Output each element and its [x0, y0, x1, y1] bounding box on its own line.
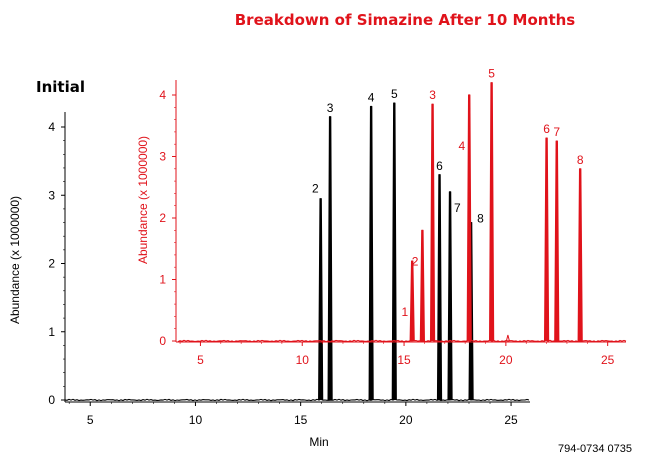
aged-peak-label: 3 — [429, 88, 436, 102]
aged-peak-1 — [409, 260, 415, 342]
aged-peak-label: 1 — [402, 305, 409, 319]
aged-minor-bump — [505, 334, 510, 342]
initial-peak-5 — [391, 102, 397, 401]
initial-y-axis-label: Abundance (x 1000000) — [8, 196, 22, 324]
footnote: 794-0734 0735 — [558, 443, 632, 452]
initial-peak-label: 3 — [327, 101, 334, 115]
aged-y-tick-label: 4 — [159, 88, 166, 102]
aged-x-tick-label: 20 — [499, 353, 513, 367]
initial-y-tick-label: 0 — [48, 393, 55, 407]
initial-y-tick-label: 4 — [48, 120, 55, 134]
initial-peak-4 — [368, 105, 374, 401]
initial-peak-label: 8 — [477, 212, 484, 226]
aged-y-tick-label: 1 — [159, 273, 166, 287]
initial-peak-label: 5 — [391, 87, 398, 101]
initial-peak-2 — [318, 198, 324, 401]
aged-peak-5 — [489, 82, 495, 342]
aged-peak-8 — [577, 168, 583, 342]
aged-peak-4 — [466, 94, 472, 342]
initial-x-tick-label: 20 — [399, 413, 413, 427]
aged-peak-3 — [429, 103, 436, 342]
aged-peak-7 — [554, 140, 560, 342]
aged-peak-label: 8 — [577, 153, 584, 167]
aged-peak-label: 6 — [543, 122, 550, 136]
aged-x-tick-label: 15 — [397, 353, 411, 367]
initial-x-tick-label: 15 — [294, 413, 308, 427]
initial-peak-label: 6 — [436, 159, 443, 173]
initial-peak-6 — [436, 174, 443, 401]
aged-y-tick-label: 0 — [159, 334, 166, 348]
aged-y-tick-label: 3 — [159, 150, 166, 164]
initial-baseline — [64, 398, 530, 402]
initial-peak-7 — [447, 191, 453, 401]
aged-y-axis-label: Abundance (x 1000000) — [136, 136, 150, 264]
initial-x-tick-label: 5 — [87, 413, 94, 427]
initial-label: Initial — [36, 78, 85, 96]
aged-baseline — [177, 339, 627, 343]
chart-title: Breakdown of Simazine After 10 Months — [235, 11, 576, 29]
aged-x-tick-label: 10 — [296, 353, 310, 367]
aged-y-tick-label: 2 — [159, 211, 166, 225]
initial-x-tick-label: 25 — [504, 413, 518, 427]
initial-peak-label: 4 — [368, 91, 375, 105]
aged-peak-label: 7 — [553, 125, 560, 139]
initial-peak-label: 2 — [312, 182, 319, 196]
initial-y-tick-label: 1 — [48, 325, 55, 339]
initial-x-axis-label: Min — [309, 435, 328, 449]
aged-x-tick-label: 5 — [197, 353, 204, 367]
initial-peak-label: 7 — [454, 201, 461, 215]
aged-peak-2 — [419, 229, 425, 342]
aged-peak-label: 5 — [488, 67, 495, 81]
initial-y-tick-label: 2 — [48, 257, 55, 271]
aged-peak-label: 4 — [459, 139, 466, 153]
initial-x-tick-label: 10 — [189, 413, 203, 427]
aged-x-tick-label: 25 — [601, 353, 615, 367]
aged-peak-label: 2 — [412, 254, 419, 268]
initial-y-tick-label: 3 — [48, 188, 55, 202]
initial-peak-3 — [327, 116, 333, 401]
aged-peak-6 — [543, 137, 550, 342]
